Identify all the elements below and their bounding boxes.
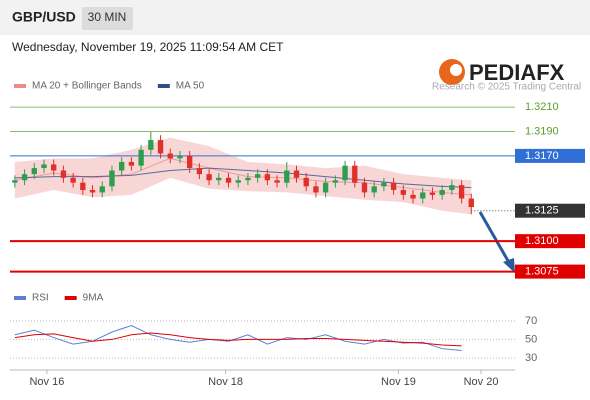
candle-body	[361, 182, 368, 193]
candle-body	[51, 164, 57, 171]
candle-body	[429, 192, 436, 195]
candle-body	[458, 185, 465, 199]
candle-body	[390, 182, 397, 190]
candle-body	[245, 177, 251, 181]
y-tick-label: 30	[525, 352, 537, 364]
candle-body	[21, 174, 28, 181]
candle-body	[148, 140, 154, 150]
candle-body	[342, 165, 348, 181]
candle-body	[313, 186, 319, 193]
legend-label: 9MA	[83, 293, 104, 304]
legend-swatch	[64, 296, 77, 300]
rsi-line	[14, 324, 462, 352]
x-tick-label: Nov 20	[464, 376, 499, 388]
candle-body	[468, 198, 474, 208]
candle-body	[12, 180, 18, 183]
level-label: 1.3170	[525, 150, 559, 162]
x-tick-label: Nov 16	[29, 376, 64, 388]
candle-body	[89, 190, 96, 193]
y-tick-label: 50	[525, 333, 537, 345]
level-box	[515, 203, 585, 218]
legend-label: MA 50	[176, 81, 205, 92]
candle-body	[371, 186, 377, 193]
level-label: 1.3125	[525, 205, 559, 217]
logo-icon	[450, 64, 462, 76]
candle-body	[31, 168, 37, 175]
legend-swatch	[157, 84, 170, 88]
candle-body	[128, 161, 135, 166]
level-label: 1.3190	[525, 125, 559, 137]
candle-body	[167, 153, 173, 159]
candle-body	[99, 186, 105, 193]
forecast-arrow	[478, 211, 513, 267]
candle-body	[80, 182, 86, 190]
candle-body	[352, 165, 358, 183]
legend-swatch	[14, 84, 26, 88]
legend-label: MA 20 + Bollinger Bands	[32, 81, 142, 92]
candle-body	[381, 182, 387, 187]
level-label: 1.3210	[525, 101, 559, 113]
candle-body	[410, 194, 416, 199]
candle-body	[109, 170, 115, 187]
candle-body	[196, 168, 203, 175]
candle-body	[254, 174, 261, 178]
logo: PEDIAFX	[469, 60, 565, 85]
timeframe-button[interactable]	[82, 7, 133, 30]
symbol: GBP/USD	[12, 9, 76, 25]
level-box	[515, 264, 585, 279]
candle-body	[216, 177, 222, 181]
candle-body	[235, 180, 241, 183]
candle-body	[157, 140, 164, 154]
candle-body	[225, 177, 232, 183]
candle-body	[41, 164, 47, 169]
candle-body	[274, 180, 280, 183]
level-box	[515, 148, 585, 163]
x-tick-label: Nov 19	[381, 376, 416, 388]
rsi-line	[14, 332, 462, 347]
candle-body	[186, 155, 193, 169]
legend-swatch	[14, 296, 26, 300]
candle-body	[332, 180, 339, 183]
y-tick-label: 70	[525, 315, 537, 327]
candle-body	[70, 177, 76, 183]
candle-body	[138, 149, 144, 166]
level-label: 1.3075	[525, 266, 559, 278]
candle-body	[439, 190, 445, 195]
forecast-arrow-head	[503, 258, 515, 273]
ma-line	[14, 167, 472, 189]
candle-body	[420, 192, 426, 199]
candle-body	[284, 170, 290, 183]
candle-body	[303, 177, 309, 187]
level-label: 1.3100	[525, 235, 559, 247]
candle-body	[119, 161, 125, 171]
candle-body	[449, 185, 455, 190]
candle-body	[264, 174, 271, 181]
candle-body	[293, 170, 300, 178]
candle-body	[177, 155, 183, 159]
legend-label: RSI	[32, 293, 49, 304]
candle-body	[60, 170, 67, 178]
candle-body	[206, 174, 212, 181]
candle-body	[322, 182, 329, 193]
credit: Research © 2025 Trading Central	[432, 82, 581, 93]
level-box	[515, 234, 585, 249]
timestamp: Wednesday, November 19, 2025 11:09:54 AM…	[12, 40, 284, 54]
timeframe[interactable]: 30 MIN	[88, 10, 127, 24]
x-tick-label: Nov 18	[208, 376, 243, 388]
candle-body	[400, 190, 406, 195]
